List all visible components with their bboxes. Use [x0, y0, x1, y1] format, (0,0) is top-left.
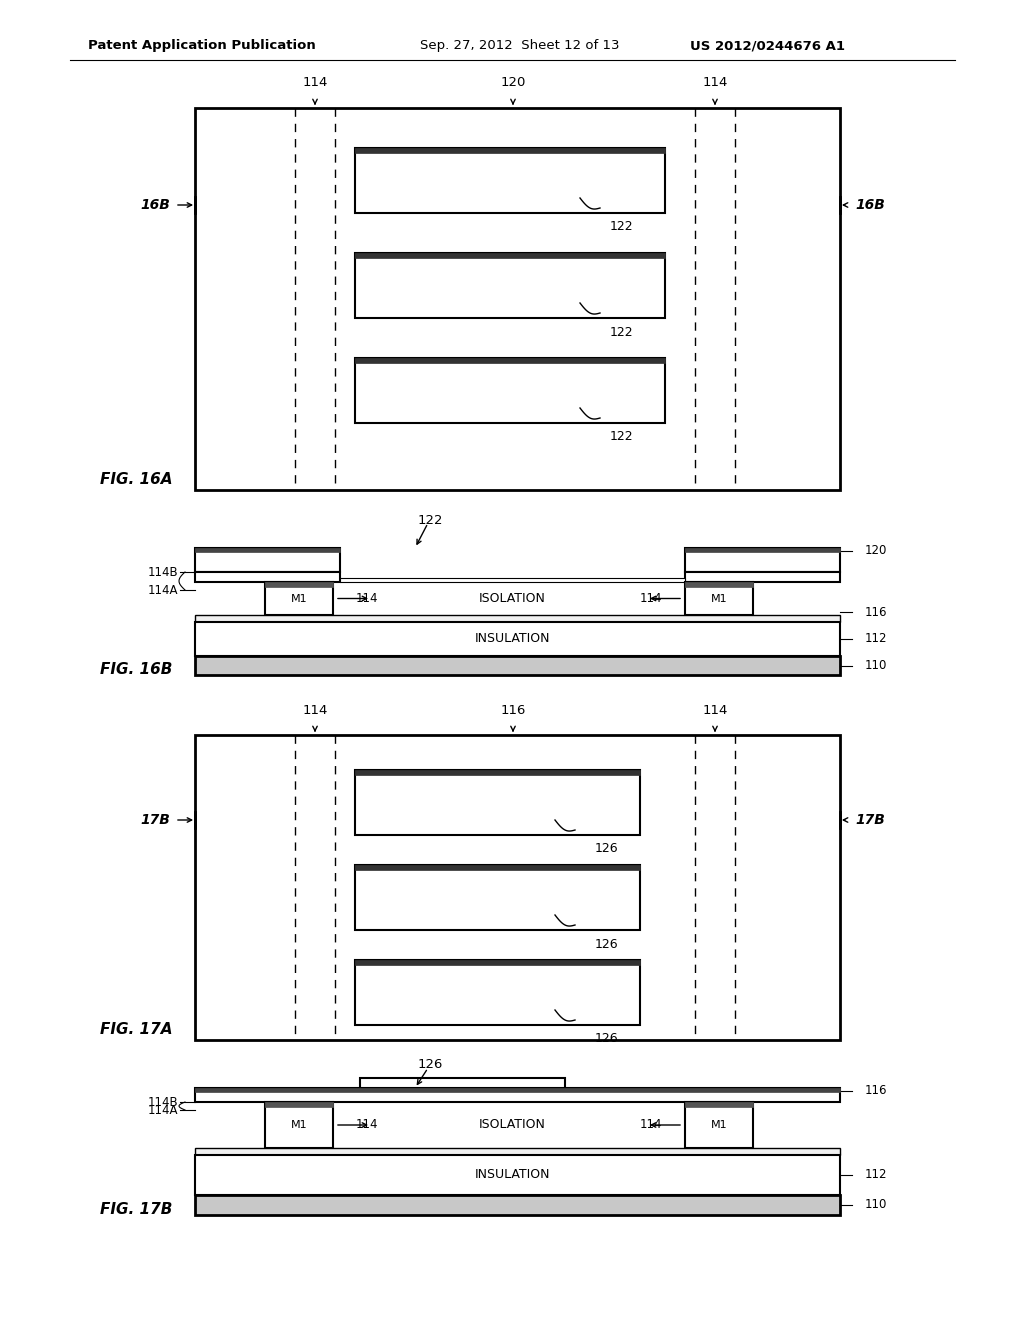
- Text: 114A: 114A: [147, 1104, 178, 1117]
- Bar: [685, 1102, 753, 1107]
- Bar: [195, 108, 840, 490]
- Text: Sep. 27, 2012  Sheet 12 of 13: Sep. 27, 2012 Sheet 12 of 13: [420, 40, 620, 53]
- Text: 114: 114: [355, 1118, 378, 1131]
- Bar: [685, 548, 840, 572]
- Bar: [195, 572, 340, 582]
- Text: 126: 126: [418, 1059, 442, 1072]
- Text: 16B: 16B: [855, 198, 885, 213]
- Bar: [685, 572, 840, 582]
- Bar: [265, 582, 333, 615]
- Text: 126: 126: [595, 1032, 618, 1045]
- Text: 114: 114: [640, 1118, 663, 1131]
- Text: INSULATION: INSULATION: [474, 632, 550, 645]
- Bar: [195, 548, 340, 572]
- Text: ISOLATION: ISOLATION: [478, 1118, 546, 1131]
- Text: FIG. 16B: FIG. 16B: [100, 663, 172, 677]
- Bar: [265, 1102, 333, 1148]
- Bar: [685, 582, 753, 587]
- Text: 122: 122: [610, 326, 634, 338]
- Text: 116: 116: [501, 704, 525, 717]
- Bar: [195, 1148, 840, 1155]
- Bar: [340, 578, 685, 582]
- Bar: [355, 865, 640, 931]
- Text: INSULATION: INSULATION: [474, 1168, 550, 1181]
- Bar: [355, 253, 665, 257]
- Text: M1: M1: [291, 594, 307, 603]
- Bar: [195, 735, 840, 1040]
- Text: M1: M1: [291, 1119, 307, 1130]
- Text: 126: 126: [595, 937, 618, 950]
- Text: 114: 114: [355, 591, 378, 605]
- Bar: [355, 865, 640, 870]
- Text: 120: 120: [501, 77, 525, 90]
- Text: 114B: 114B: [147, 565, 178, 578]
- Text: ISOLATION: ISOLATION: [478, 591, 546, 605]
- Bar: [685, 548, 840, 552]
- Bar: [355, 960, 640, 965]
- Text: M1: M1: [711, 594, 727, 603]
- Text: 114: 114: [702, 704, 728, 717]
- Text: 120: 120: [865, 544, 888, 557]
- Text: FIG. 17B: FIG. 17B: [100, 1203, 172, 1217]
- Text: Patent Application Publication: Patent Application Publication: [88, 40, 315, 53]
- Text: 114A: 114A: [147, 583, 178, 597]
- Bar: [195, 1088, 840, 1092]
- Bar: [355, 358, 665, 422]
- Bar: [265, 582, 333, 587]
- Bar: [685, 582, 753, 615]
- Text: 126: 126: [595, 842, 618, 855]
- Bar: [195, 1195, 840, 1214]
- Text: 16B: 16B: [140, 198, 170, 213]
- Text: 114: 114: [640, 591, 663, 605]
- Text: 17B: 17B: [855, 813, 885, 828]
- Text: 114: 114: [302, 704, 328, 717]
- Text: 116: 116: [865, 1085, 888, 1097]
- Bar: [685, 1102, 753, 1148]
- Text: 116: 116: [865, 606, 888, 619]
- Text: 122: 122: [610, 220, 634, 234]
- Bar: [360, 1078, 565, 1088]
- Bar: [355, 770, 640, 775]
- Text: M1: M1: [711, 1119, 727, 1130]
- Text: 110: 110: [865, 1199, 888, 1212]
- Bar: [355, 148, 665, 213]
- Bar: [355, 770, 640, 836]
- Bar: [195, 1155, 840, 1195]
- Bar: [195, 656, 840, 675]
- Text: 122: 122: [610, 430, 634, 444]
- Text: 110: 110: [865, 659, 888, 672]
- Text: US 2012/0244676 A1: US 2012/0244676 A1: [690, 40, 845, 53]
- Text: FIG. 16A: FIG. 16A: [100, 473, 172, 487]
- Text: 114: 114: [702, 77, 728, 90]
- Bar: [355, 253, 665, 318]
- Text: 112: 112: [865, 1168, 888, 1181]
- Bar: [195, 548, 340, 552]
- Text: 122: 122: [417, 513, 442, 527]
- Text: 114B: 114B: [147, 1096, 178, 1109]
- Bar: [195, 1088, 840, 1102]
- Bar: [355, 148, 665, 153]
- Text: 112: 112: [865, 632, 888, 645]
- Bar: [265, 1102, 333, 1107]
- Text: 114: 114: [302, 77, 328, 90]
- Text: FIG. 17A: FIG. 17A: [100, 1023, 172, 1038]
- Text: 17B: 17B: [140, 813, 170, 828]
- Bar: [355, 960, 640, 1026]
- Bar: [195, 615, 840, 622]
- Bar: [355, 358, 665, 363]
- Bar: [195, 622, 840, 656]
